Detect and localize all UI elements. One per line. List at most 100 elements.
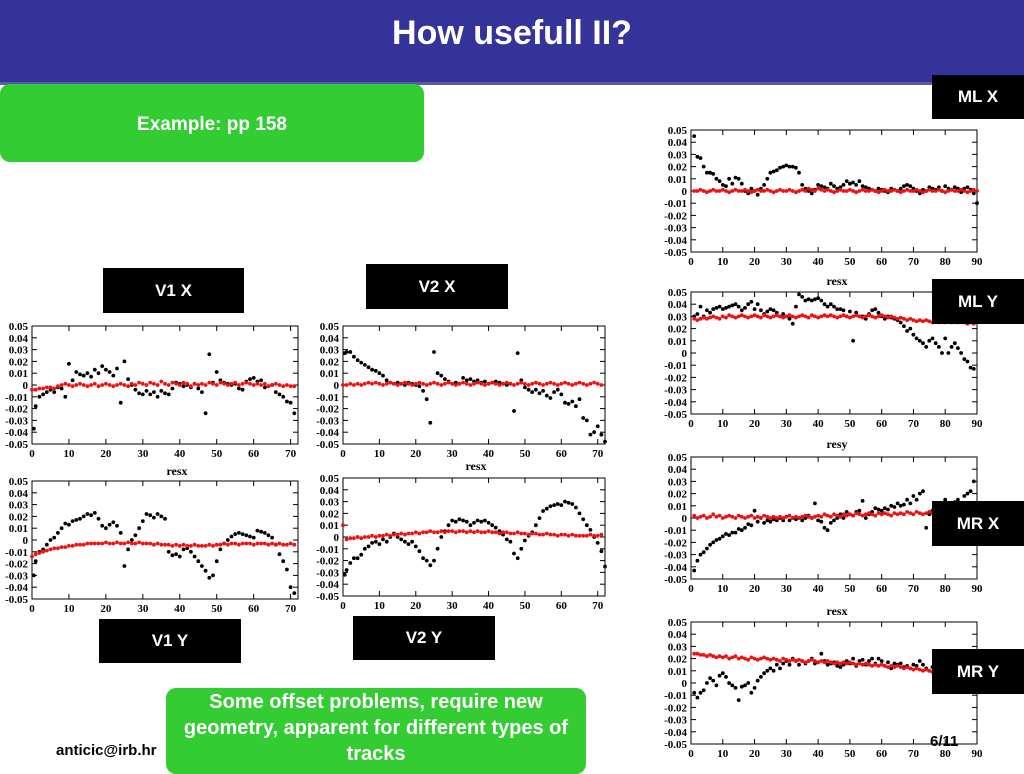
data-point-red	[266, 384, 271, 389]
data-point-black	[362, 363, 367, 367]
data-point-black	[288, 400, 293, 405]
data-point-black	[841, 183, 846, 187]
x-tick-label: 80	[940, 583, 952, 595]
data-point-red	[410, 383, 414, 387]
data-point-black	[89, 374, 93, 379]
data-point-red	[921, 319, 925, 324]
data-point-black	[399, 537, 404, 542]
data-point-red	[781, 189, 786, 193]
y-tick-label: -0.04	[664, 235, 687, 247]
data-point-black	[584, 418, 589, 423]
data-point-black	[727, 681, 731, 685]
data-point-black	[848, 309, 852, 314]
data-point-red	[555, 383, 560, 387]
data-point-black	[774, 662, 779, 667]
data-point-black	[555, 502, 560, 506]
data-point-red	[189, 544, 193, 548]
data-point-red	[825, 314, 830, 319]
y-tick-label: 0	[682, 348, 688, 360]
mlx-scatter-plot: 0.050.040.030.020.010-0.01-0.02-0.03-0.0…	[664, 125, 983, 288]
data-point-red	[895, 316, 900, 321]
data-point-red	[464, 530, 469, 535]
data-point-red	[526, 532, 531, 537]
data-point-black	[41, 392, 45, 397]
header-bar	[0, 0, 1024, 82]
data-point-red	[867, 189, 871, 193]
data-point-red	[214, 383, 219, 387]
data-point-red	[457, 381, 462, 386]
data-point-red	[248, 541, 252, 546]
data-point-black	[743, 525, 747, 530]
data-point-red	[730, 514, 735, 519]
data-point-red	[743, 314, 747, 319]
data-point-red	[89, 383, 93, 387]
data-point-red	[911, 512, 916, 517]
data-point-red	[911, 667, 916, 672]
data-point-red	[595, 533, 600, 538]
data-point-red	[914, 666, 919, 671]
data-point-black	[255, 528, 260, 533]
data-point-red	[924, 667, 929, 672]
data-point-red	[56, 384, 60, 389]
data-point-red	[762, 655, 766, 660]
data-point-black	[144, 512, 149, 516]
data-point-black	[483, 518, 487, 523]
data-point-red	[755, 514, 760, 519]
y-tick-label: -0.05	[316, 591, 339, 603]
data-point-black	[237, 531, 241, 535]
data-point-red	[395, 532, 400, 537]
y-tick-label: 0.01	[320, 368, 339, 380]
data-point-black	[867, 659, 871, 663]
data-point-red	[921, 668, 925, 673]
data-point-black	[971, 367, 976, 371]
data-point-red	[122, 383, 127, 387]
data-point-red	[902, 512, 906, 517]
data-point-black	[905, 329, 909, 333]
data-point-black	[273, 390, 278, 394]
data-point-black	[898, 661, 903, 666]
data-point-red	[519, 380, 524, 385]
y-tick-label: -0.05	[5, 594, 28, 606]
x-tick-label: 50	[211, 603, 223, 615]
data-point-red	[388, 533, 393, 538]
data-point-red	[255, 541, 260, 546]
data-point-red	[816, 660, 820, 665]
data-point-red	[37, 386, 42, 391]
data-point-red	[784, 657, 789, 662]
data-point-red	[774, 189, 779, 193]
data-point-black	[118, 400, 123, 405]
data-point-black	[733, 686, 738, 690]
data-point-black	[701, 688, 706, 693]
example-callout: Example: pp 158	[0, 84, 424, 162]
data-point-black	[588, 432, 593, 437]
x-tick-label: 60	[876, 418, 888, 430]
data-point-red	[450, 381, 455, 386]
x-tick-label: 80	[940, 748, 952, 760]
data-point-black	[749, 523, 754, 528]
data-point-black	[370, 541, 374, 545]
data-point-red	[395, 383, 400, 387]
data-point-red	[873, 315, 878, 320]
data-point-red	[746, 315, 751, 320]
data-point-black	[537, 516, 542, 520]
data-point-red	[771, 514, 776, 519]
label-mlx: ML X	[932, 75, 1024, 119]
data-point-black	[33, 404, 38, 409]
data-point-black	[137, 391, 142, 396]
data-point-black	[876, 507, 881, 512]
data-point-red	[381, 383, 385, 387]
data-point-black	[705, 681, 709, 685]
data-point-red	[277, 383, 282, 387]
data-point-red	[952, 189, 957, 193]
data-point-black	[152, 515, 156, 520]
data-point-black	[768, 170, 773, 175]
data-point-black	[526, 387, 531, 392]
data-point-red	[544, 381, 549, 386]
x-axis-label: resx	[465, 459, 486, 473]
data-point-black	[724, 532, 728, 536]
data-point-black	[711, 540, 716, 545]
data-point-red	[943, 190, 948, 195]
data-point-red	[892, 511, 897, 515]
data-point-red	[63, 545, 68, 549]
data-point-red	[692, 651, 697, 656]
